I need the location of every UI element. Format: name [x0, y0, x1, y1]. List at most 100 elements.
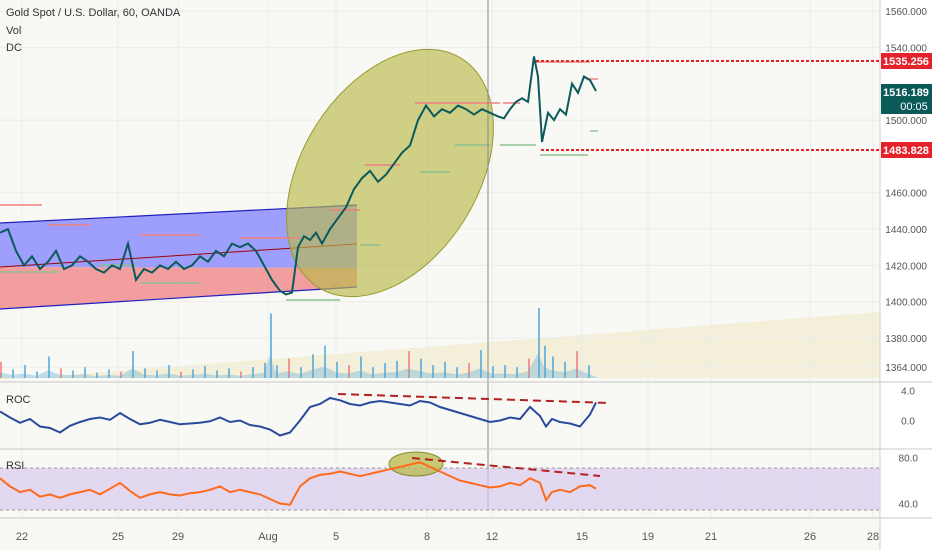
chart-title: Gold Spot / U.S. Dollar, 60, OANDA [6, 7, 181, 19]
volume-bar [384, 362, 386, 378]
volume-bar [144, 368, 146, 378]
time-tick-label: 26 [804, 531, 816, 543]
volume-bar [324, 345, 326, 378]
volume-bar [576, 351, 578, 378]
volume-bar [456, 367, 458, 378]
volume-bar [36, 371, 38, 378]
time-tick-label: 12 [486, 531, 498, 543]
regression-channel-lower [0, 267, 357, 309]
price-tick-label: 1420.000 [885, 261, 927, 272]
volume-bar [408, 351, 410, 378]
lower-price-badge: 1483.828 [881, 142, 932, 158]
price-tick-label: 1460.000 [885, 189, 927, 200]
volume-bar [312, 354, 314, 378]
volume-bar [564, 361, 566, 378]
volume-bar [24, 365, 26, 378]
volume-bar [192, 369, 194, 378]
volume-bar [528, 358, 530, 378]
volume-bar [420, 358, 422, 378]
roc-tick-label: 4.0 [901, 387, 915, 398]
volume-bar [60, 368, 62, 378]
countdown-text: 00:05 [900, 101, 928, 113]
volume-indicator-label[interactable]: Vol [6, 25, 22, 37]
volume-bar [480, 350, 482, 378]
volume-bar [360, 356, 362, 378]
roc-tick-label: 0.0 [901, 417, 915, 428]
volume-bar [492, 366, 494, 378]
rsi-trendline [411, 457, 601, 477]
price-tick-label: 1364.000 [885, 363, 927, 374]
price-tick-label: 1380.000 [885, 334, 927, 345]
volume-bar [72, 370, 74, 378]
volume-bar [588, 365, 590, 378]
rsi-band [0, 468, 880, 510]
volume-bar [84, 367, 86, 378]
time-tick-label: 5 [333, 531, 339, 543]
price-tick-label: 1540.000 [885, 43, 927, 54]
roc-trendline [337, 393, 611, 404]
price-tick-label: 1500.000 [885, 116, 927, 127]
rsi-tick-label: 40.0 [899, 500, 919, 511]
regression-channel-upper [0, 205, 357, 268]
upper-price-badge: 1535.256 [881, 53, 932, 69]
time-tick-label: Aug [258, 531, 278, 543]
volume-bar [468, 362, 470, 378]
volume-bar [0, 361, 2, 378]
volume-area [0, 353, 598, 378]
volume-bar [216, 370, 218, 378]
time-tick-label: 8 [424, 531, 430, 543]
roc-axis-ticks: 4.0 0.0 [901, 387, 915, 428]
rsi-label: RSI [6, 460, 24, 472]
price-tick-label: 1560.000 [885, 7, 927, 18]
volume-bar [432, 365, 434, 378]
price-axis-background [880, 0, 932, 550]
volume-bar [372, 367, 374, 378]
highlight-ellipse [286, 48, 494, 298]
roc-label: ROC [6, 394, 31, 406]
time-tick-label: 25 [112, 531, 124, 543]
volume-bar [108, 369, 110, 378]
price-axis-ticks: 1560.000 1540.000 1500.000 1460.000 1440.000… [885, 7, 927, 374]
volume-bar [276, 365, 278, 378]
volume-bar [270, 313, 272, 378]
volume-bar [264, 362, 266, 378]
upper-price-badge-text: 1535.256 [883, 56, 929, 68]
price-tick-label: 1400.000 [885, 298, 927, 309]
current-price-badge: 1516.189 00:05 [881, 84, 932, 114]
time-tick-label: 22 [16, 531, 28, 543]
time-tick-label: 19 [642, 531, 654, 543]
volume-bar [538, 308, 540, 378]
rsi-tick-label: 80.0 [899, 454, 919, 465]
volume-bar [240, 371, 242, 378]
volume-zone-shading [0, 312, 880, 380]
time-tick-label: 29 [172, 531, 184, 543]
volume-bar [348, 365, 350, 378]
volume-bar [132, 351, 134, 378]
volume-bar [544, 345, 546, 378]
volume-bar [552, 356, 554, 378]
volume-bars [0, 308, 590, 378]
volume-bar [504, 365, 506, 378]
volume-bar [180, 371, 182, 378]
time-axis-ticks: 22 25 29 Aug 5 8 12 15 19 21 26 28 [16, 531, 879, 543]
volume-bar [252, 367, 254, 378]
price-tick-label: 1440.000 [885, 225, 927, 236]
current-price-text: 1516.189 [883, 87, 929, 99]
roc-line [0, 396, 597, 437]
volume-bar [300, 367, 302, 378]
volume-bar [444, 361, 446, 378]
volume-bar [120, 371, 122, 378]
rsi-line [0, 461, 597, 506]
volume-bar [48, 356, 50, 378]
lower-price-badge-text: 1483.828 [883, 145, 929, 157]
volume-bar [396, 360, 398, 378]
donchian-indicator-label[interactable]: DC [6, 42, 22, 54]
volume-bar [288, 358, 290, 378]
volume-bar [168, 365, 170, 378]
volume-bar [96, 372, 98, 378]
time-tick-label: 21 [705, 531, 717, 543]
rsi-axis-ticks: 80.0 40.0 [899, 454, 919, 511]
time-tick-label: 15 [576, 531, 588, 543]
volume-bar [204, 366, 206, 378]
